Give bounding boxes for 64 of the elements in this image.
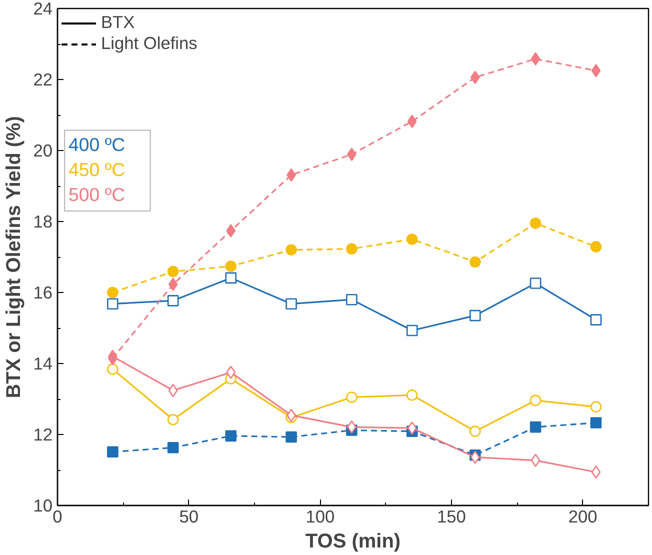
point <box>591 465 601 479</box>
point <box>286 298 297 310</box>
point <box>530 52 540 66</box>
point <box>591 64 601 78</box>
point <box>346 294 358 306</box>
x-tick-label: 50 <box>179 506 198 526</box>
y-tick-label: 24 <box>33 0 53 18</box>
point <box>286 431 297 443</box>
point <box>530 278 542 289</box>
point <box>469 256 481 268</box>
y-axis-title: BTX or Light Olefins Yield (%) <box>3 116 26 398</box>
point <box>107 446 118 458</box>
point <box>226 366 236 380</box>
point <box>530 454 540 468</box>
x-axis-title: TOS (min) <box>305 530 401 552</box>
x-tick-label: 150 <box>437 506 466 526</box>
point <box>590 417 602 428</box>
annotation: Light Olefins <box>101 33 198 54</box>
annotation: 400 ºC <box>68 134 126 156</box>
point <box>530 218 542 229</box>
point <box>590 314 602 326</box>
y-tick-label: 16 <box>33 282 53 302</box>
x-tick-label: 200 <box>568 506 598 526</box>
point <box>286 408 296 422</box>
point <box>469 310 481 322</box>
point <box>167 442 179 454</box>
point <box>286 244 297 256</box>
point <box>226 224 236 238</box>
y-tick-label: 12 <box>33 424 53 444</box>
annotation: 450 ºC <box>68 158 126 180</box>
point <box>470 450 480 464</box>
annotation: 500 ºC <box>68 184 126 205</box>
point <box>590 401 602 412</box>
point <box>407 114 417 128</box>
point <box>590 241 602 252</box>
point <box>167 414 179 426</box>
point <box>167 295 179 306</box>
point <box>225 430 237 442</box>
point <box>470 70 480 84</box>
point <box>346 243 358 254</box>
point <box>406 234 418 245</box>
y-tick-label: 10 <box>33 496 53 516</box>
point <box>530 394 542 406</box>
point <box>225 272 237 284</box>
point <box>168 278 178 291</box>
x-tick-label: 100 <box>306 506 335 526</box>
point <box>346 392 358 403</box>
point <box>469 426 481 437</box>
x-tick-label: 0 <box>52 506 62 526</box>
point <box>107 298 118 310</box>
point <box>167 266 179 278</box>
annotation: BTX <box>101 12 135 33</box>
y-tick-label: 14 <box>33 354 53 374</box>
point <box>225 260 237 272</box>
point <box>407 421 417 435</box>
point <box>406 324 418 336</box>
point <box>107 286 118 298</box>
point <box>530 421 542 433</box>
point <box>107 364 118 375</box>
point <box>168 384 178 398</box>
y-tick-label: 20 <box>33 140 53 160</box>
y-tick-label: 22 <box>33 70 53 90</box>
y-tick-label: 18 <box>33 212 53 232</box>
point <box>406 389 418 401</box>
